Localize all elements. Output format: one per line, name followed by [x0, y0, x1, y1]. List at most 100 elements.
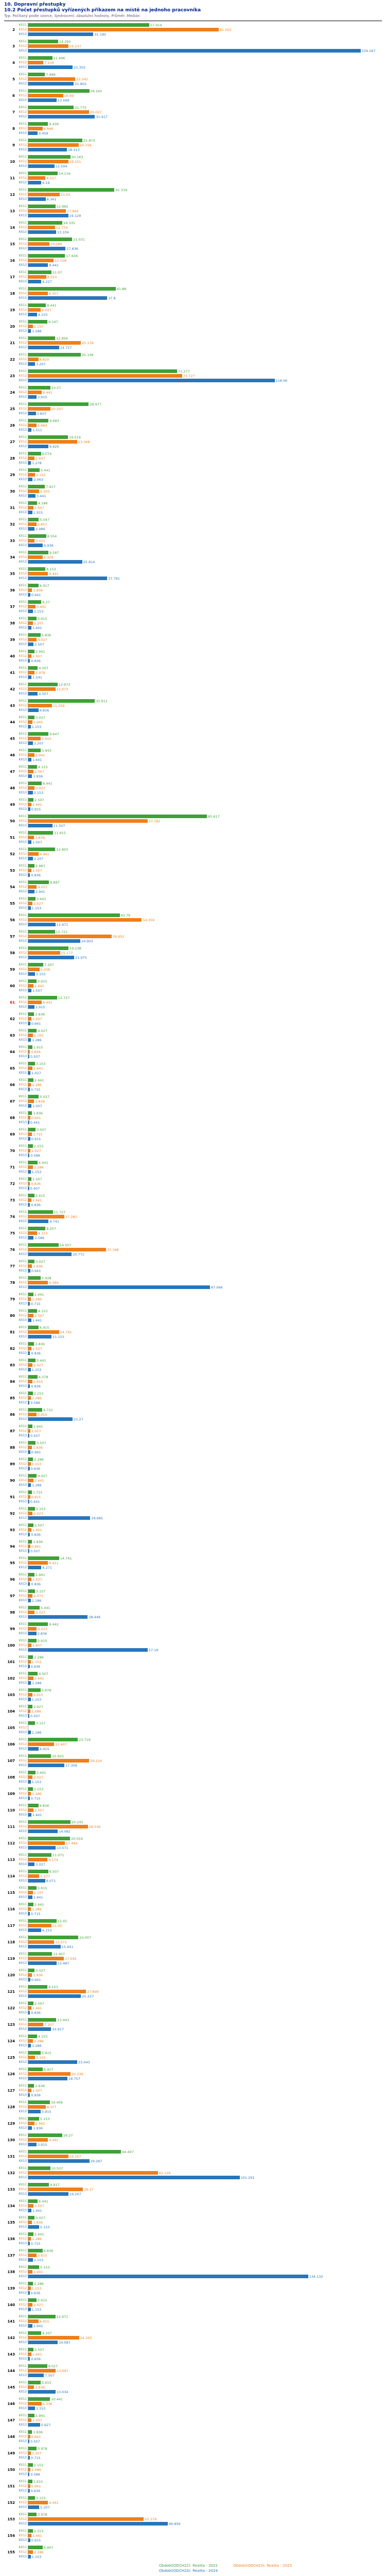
bar-2022 — [28, 1573, 34, 1577]
bar-value: 71.277 — [178, 369, 190, 374]
bar-value: 2.507 — [34, 2347, 44, 2352]
bar-2024 — [28, 1417, 73, 1421]
bar-2023 — [28, 423, 37, 427]
bar-code-label: K013 — [19, 1384, 27, 1388]
bar-code-label: K012 — [19, 984, 27, 988]
bar-value: 14.292 — [59, 39, 71, 44]
bar-2023 — [28, 2056, 35, 2059]
bar-2022 — [28, 946, 68, 950]
bar-value: 17.636 — [66, 253, 78, 258]
bar-2024 — [28, 1714, 30, 1718]
bar-2024 — [28, 1203, 30, 1207]
bar-value: 11.153 — [52, 1334, 64, 1339]
bar-2022 — [28, 1392, 33, 1395]
bar-2023 — [28, 1792, 31, 1795]
bar-code-label: K013 — [19, 1912, 27, 1916]
bar-value: 19.237 — [69, 44, 81, 48]
bar-2024 — [28, 313, 37, 316]
row-number: 135 — [7, 2220, 15, 2225]
bar-code-label: K013 — [19, 148, 27, 151]
bar-code-label: K012 — [19, 1446, 27, 1449]
chart-row-group: 137 K011 6.836 K012 3.915 K013 2.153 — [7, 2248, 379, 2262]
bar-value: 2.836 — [35, 2083, 45, 2088]
bar-code-label: K012 — [19, 968, 27, 971]
bar-row: K011 2.507 — [16, 2001, 379, 2006]
chart-row-group: 96 K011 2.941 K012 1.507 K013 0.836 — [7, 1572, 379, 1586]
bar-row: K012 20.239 — [16, 2072, 379, 2076]
bar-code-label: K013 — [19, 1335, 27, 1338]
chart-row-group: 97 K011 3.157 K012 2.071 K013 1.186 — [7, 1589, 379, 1603]
bar-value: 3.157 — [36, 1589, 46, 1594]
bar-row: K012 2.157 — [16, 1890, 379, 1895]
bar-value: 0.507 — [30, 2439, 40, 2444]
bar-2024 — [28, 296, 108, 300]
bar-row: K013 159.267 — [16, 48, 379, 53]
bar-code-label: K011 — [19, 633, 27, 637]
bar-row: K012 6.336 — [16, 2401, 379, 2406]
bar-value: 8.341 — [46, 197, 57, 201]
bar-code-label: K013 — [19, 1747, 27, 1751]
bar-2024 — [28, 840, 32, 844]
bar-row: K011 43.79 — [16, 913, 379, 918]
bar-row: K012 2.441 — [16, 984, 379, 988]
bar-value: 0.941 — [31, 1977, 41, 1982]
bar-2023 — [28, 1775, 33, 1779]
bar-row: K012 2.071 — [16, 1594, 379, 1598]
chart-row-group: 124 K011 4.153 K012 2.286 K013 1.286 — [7, 2034, 379, 2048]
bar-row: K012 2.027 — [16, 901, 379, 906]
bar-2022 — [28, 2067, 43, 2071]
bar-code-label: K012 — [19, 1182, 27, 1185]
bar-code-label: K013 — [19, 2209, 27, 2212]
bar-2023 — [28, 2237, 31, 2241]
bar-row: K013 1.153 — [16, 906, 379, 910]
bar-value: 1.507 — [32, 1016, 42, 1021]
bar-2023 — [28, 1215, 65, 1218]
bar-value: 2.153 — [33, 609, 44, 614]
bar-value: 2.286 — [34, 1165, 44, 1170]
row-number: 69 — [10, 1132, 15, 1137]
bar-value: 43.79 — [120, 913, 131, 918]
chart-row-group: 89 K011 2.286 K012 1.153 K013 0.636 — [7, 1457, 379, 1471]
bar-code-label: K011 — [19, 1540, 27, 1544]
bar-2024 — [28, 2489, 30, 2493]
bar-code-label: K011 — [19, 2381, 27, 2384]
bar-2024 — [28, 1170, 31, 1174]
bar-2023 — [28, 968, 40, 971]
bar-value: 37.791 — [108, 576, 120, 581]
bar-2023 — [28, 2385, 34, 2389]
bar-code-label: K011 — [19, 1276, 27, 1280]
bar-value: 6.441 — [43, 1000, 52, 1005]
bar-2023 — [28, 1907, 31, 1911]
bar-code-label: K012 — [19, 902, 27, 905]
bar-value: 14.741 — [60, 1556, 72, 1561]
row-number: 98 — [10, 1610, 15, 1615]
bar-value: 8.153 — [46, 567, 56, 571]
bar-2024 — [28, 1879, 45, 1883]
bar-2022 — [28, 501, 37, 505]
bar-2024 — [28, 939, 80, 943]
bar-code-label: K011 — [19, 1441, 27, 1445]
bar-row: K011 9.153 — [16, 1985, 379, 1989]
bar-row: K012 17.282 — [16, 1214, 379, 1219]
bar-code-label: K012 — [19, 2336, 27, 2340]
bar-row: K011 4.441 — [16, 2199, 379, 2204]
bar-code-label: K013 — [19, 2192, 27, 2196]
bar-code-label: K011 — [19, 979, 27, 983]
bar-code-label: K013 — [19, 2538, 27, 2542]
bar-2024 — [28, 774, 32, 778]
bar-row: K011 3.507 — [16, 1127, 379, 1132]
bar-2024 — [28, 2176, 240, 2179]
bar-value: 0.941 — [31, 2434, 41, 2439]
chart-row-group: 31 K011 4.186 K012 2.507 K013 1.915 — [7, 501, 379, 515]
chart-row-group: 101 K011 2.286 K012 1.153 K013 0.636 — [7, 1655, 379, 1669]
bar-value: 2.441 — [34, 1902, 44, 1907]
bar-2024 — [28, 1121, 29, 1124]
chart-row-group: 110 K011 4.836 K012 2.507 K013 1.441 — [7, 1803, 379, 1817]
bar-value: 0.836 — [31, 658, 41, 663]
row-number: 49 — [10, 802, 15, 807]
row-number: 139 — [7, 2286, 15, 2291]
bar-row: K011 9.442 — [16, 1622, 379, 1626]
bar-code-label: K011 — [19, 2067, 27, 2071]
bar-2023 — [28, 2155, 68, 2158]
bar-value: 2.153 — [33, 1033, 44, 1038]
